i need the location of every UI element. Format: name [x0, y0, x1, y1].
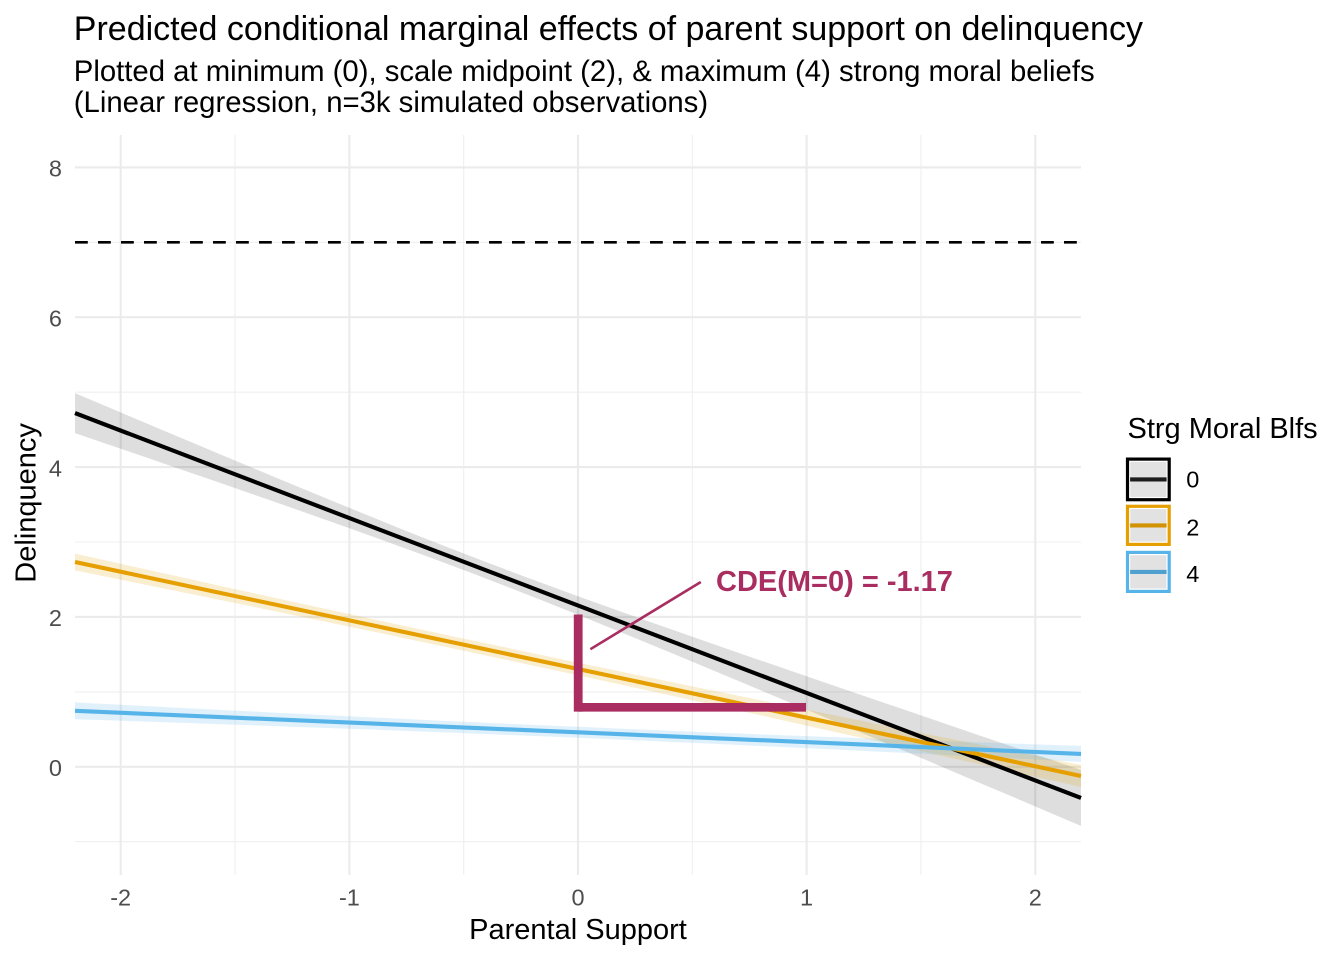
svg-text:CDE(M=0) = -1.17: CDE(M=0) = -1.17 [716, 566, 953, 598]
svg-text:2: 2 [49, 605, 62, 631]
svg-text:Strg Moral Blfs: Strg Moral Blfs [1128, 413, 1318, 445]
svg-text:0: 0 [49, 755, 62, 781]
svg-text:Parental Support: Parental Support [469, 914, 687, 946]
svg-text:2: 2 [1029, 884, 1042, 910]
svg-text:1: 1 [800, 884, 813, 910]
svg-text:4: 4 [49, 455, 62, 481]
svg-text:0: 0 [571, 884, 584, 910]
svg-text:Delinquency: Delinquency [11, 423, 43, 583]
svg-text:(Linear regression, n=3k simul: (Linear regression, n=3k simulated obser… [74, 86, 708, 119]
svg-text:6: 6 [49, 306, 62, 332]
svg-text:-2: -2 [110, 884, 131, 910]
svg-text:2: 2 [1186, 515, 1199, 541]
svg-text:8: 8 [49, 156, 62, 182]
svg-text:-1: -1 [339, 884, 360, 910]
svg-text:Predicted conditional marginal: Predicted conditional marginal effects o… [74, 10, 1143, 48]
svg-text:Plotted at minimum (0), scale: Plotted at minimum (0), scale midpoint (… [74, 55, 1095, 88]
svg-text:4: 4 [1186, 561, 1199, 587]
svg-text:0: 0 [1186, 467, 1199, 493]
